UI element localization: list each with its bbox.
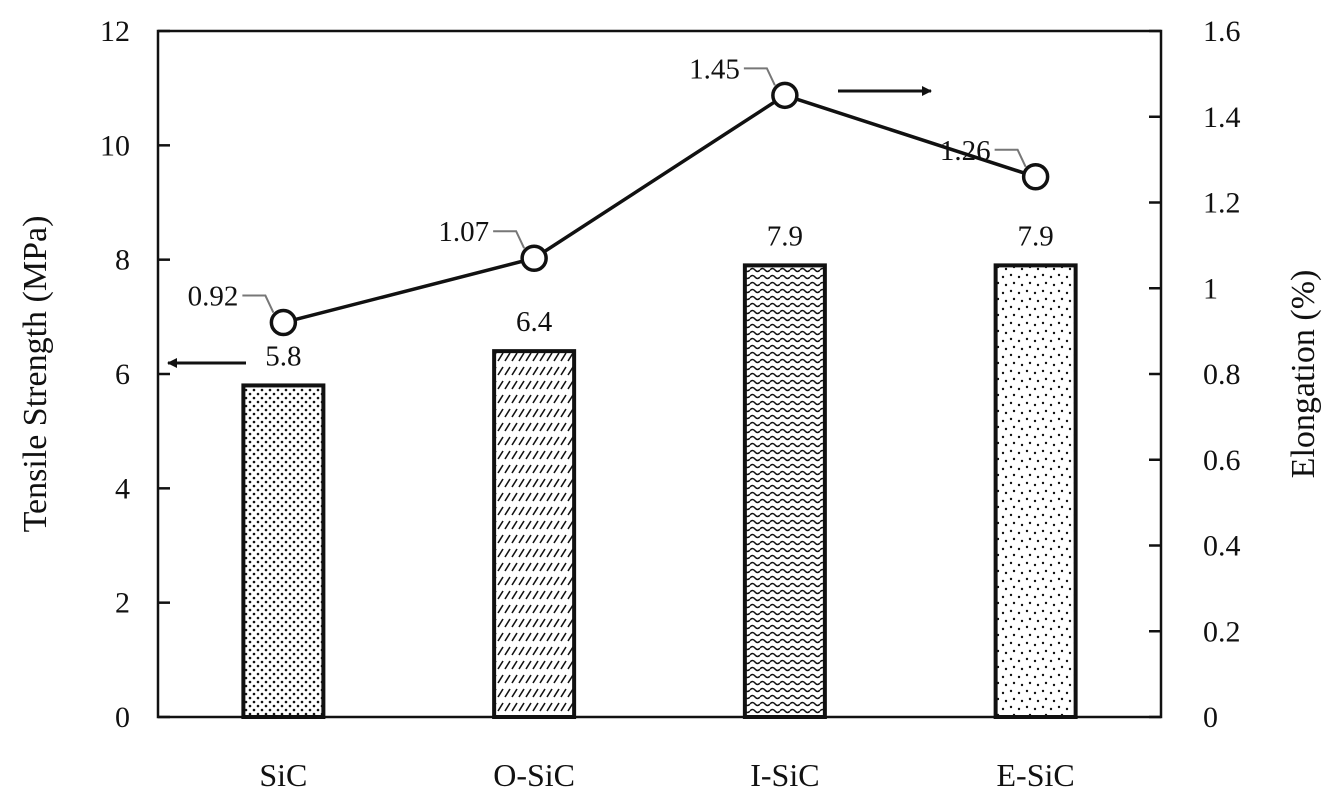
right-axis-tick-label: 0.4 xyxy=(1203,530,1241,563)
left-axis-tick-label: 12 xyxy=(100,15,130,48)
bar-e-sic xyxy=(993,263,1078,719)
category-label: SiC xyxy=(259,757,307,793)
right-axis: 0 0.2 0.4 0.6 0.8 1 1.2 1.4 1.6 xyxy=(1149,15,1241,734)
left-axis-tick-label: 4 xyxy=(115,472,130,505)
elongation-line xyxy=(282,93,1037,325)
elongation-leader-line xyxy=(493,230,526,249)
elongation-point xyxy=(1021,163,1050,191)
left-axis-tick-label: 6 xyxy=(115,358,130,391)
category-label: O-SiC xyxy=(493,757,575,793)
elongation-leader-line xyxy=(994,148,1027,168)
right-axis-tick-label: 1 xyxy=(1203,272,1218,305)
left-axis-tick-label: 2 xyxy=(115,587,130,620)
left-axis-tick-label: 8 xyxy=(115,244,130,277)
bar-value-label: 5.8 xyxy=(265,340,301,372)
elongation-leader-line xyxy=(242,294,275,313)
elongation-value-label: 1.45 xyxy=(689,53,740,85)
x-axis: SiC O-SiC I-SiC E-SiC xyxy=(259,757,1074,793)
elongation-point xyxy=(771,81,799,110)
bar-labels-group: 5.8 6.4 7.9 7.9 xyxy=(265,220,1054,372)
right-axis-tick-label: 1.4 xyxy=(1203,101,1241,134)
elongation-point xyxy=(520,244,548,272)
right-axis-tick-label: 1.6 xyxy=(1203,15,1241,48)
bar-sic xyxy=(241,383,326,719)
bar-value-label: 7.9 xyxy=(767,220,803,252)
elongation-point xyxy=(269,308,298,337)
category-label: E-SiC xyxy=(997,757,1075,793)
left-axis: 0 2 4 6 8 10 12 xyxy=(100,15,170,734)
elongation-value-label: 1.07 xyxy=(438,216,489,248)
elongation-value-label: 1.26 xyxy=(940,135,991,167)
right-axis-tick-label: 0.8 xyxy=(1203,358,1241,391)
left-axis-title: Tensile Strength (MPa) xyxy=(17,216,54,533)
elongation-value-label: 0.92 xyxy=(188,281,239,313)
right-axis-title: Elongation (%) xyxy=(1285,270,1322,479)
bar-value-label: 6.4 xyxy=(516,306,553,338)
right-axis-tick-label: 1.2 xyxy=(1203,187,1241,220)
bar-o-sic xyxy=(492,349,577,719)
right-axis-tick-label: 0.6 xyxy=(1203,444,1241,477)
bar-i-sic xyxy=(742,263,827,719)
elongation-leader-line xyxy=(743,67,776,86)
left-axis-tick-label: 0 xyxy=(115,701,130,734)
bars-group xyxy=(241,263,1078,719)
category-label: I-SiC xyxy=(750,757,819,793)
bar-value-label: 7.9 xyxy=(1018,220,1054,252)
elongation-line-group: 0.92 1.07 1.45 1.26 xyxy=(188,53,1050,337)
left-axis-tick-label: 10 xyxy=(100,129,130,162)
right-axis-tick-label: 0.2 xyxy=(1203,615,1241,648)
right-axis-tick-label: 0 xyxy=(1203,701,1218,734)
